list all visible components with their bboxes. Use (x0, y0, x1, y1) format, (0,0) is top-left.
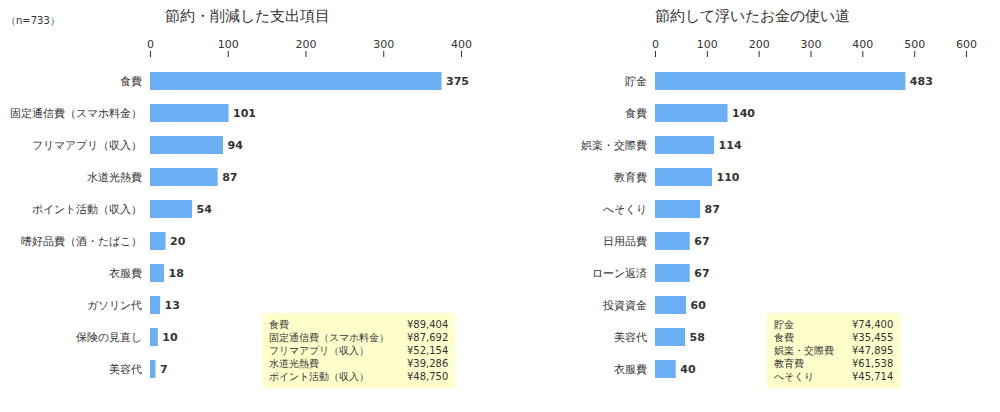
svg-text:200: 200 (296, 38, 317, 51)
svg-text:美容代: 美容代 (614, 331, 647, 344)
svg-text:衣服費: 衣服費 (109, 267, 142, 280)
html-text:¥52,154: ¥52,154 (407, 345, 449, 356)
svg-text:教育費: 教育費 (614, 171, 647, 184)
svg-text:101: 101 (233, 107, 256, 120)
svg-text:13: 13 (165, 299, 180, 312)
svg-text:へそくり: へそくり (603, 203, 647, 216)
svg-text:200: 200 (749, 38, 770, 51)
svg-text:58: 58 (690, 331, 705, 344)
html-text:貯金: 貯金 (774, 319, 794, 330)
svg-text:娯楽・交際費: 娯楽・交際費 (581, 139, 647, 152)
svg-text:投資資金: 投資資金 (602, 299, 647, 312)
html-text:節約・削減した支出項目: 節約・削減した支出項目 (165, 7, 330, 25)
svg-text:300: 300 (801, 38, 822, 51)
svg-text:食費: 食費 (625, 107, 647, 120)
svg-text:94: 94 (228, 139, 244, 152)
html-text:¥47,895: ¥47,895 (852, 345, 894, 356)
svg-text:483: 483 (910, 75, 933, 88)
svg-text:54: 54 (196, 203, 212, 216)
html-text:ポイント活動（収入）: ポイント活動（収入） (269, 371, 369, 382)
html-text:娯楽・交際費: 娯楽・交際費 (774, 345, 834, 356)
svg-text:美容代: 美容代 (109, 363, 142, 376)
svg-text:7: 7 (160, 363, 168, 376)
svg-text:400: 400 (451, 38, 472, 51)
svg-text:ガソリン代: ガソリン代 (87, 299, 142, 312)
html-text:固定通信費（スマホ料金）: 固定通信費（スマホ料金） (269, 332, 389, 343)
svg-text:ローン返済: ローン返済 (592, 267, 647, 280)
html-text:¥48,750: ¥48,750 (407, 371, 449, 382)
html-text:¥45,714: ¥45,714 (852, 371, 894, 382)
svg-text:100: 100 (218, 38, 239, 51)
html-text:（n=733）: （n=733） (6, 15, 60, 26)
svg-text:500: 500 (904, 38, 925, 51)
svg-text:フリマアプリ（収入）: フリマアプリ（収入） (32, 139, 142, 152)
html-text:フリマアプリ（収入）: フリマアプリ（収入） (269, 345, 369, 356)
svg-text:67: 67 (694, 235, 709, 248)
svg-text:40: 40 (680, 363, 696, 376)
svg-text:0: 0 (147, 38, 154, 51)
html-text:¥61,538: ¥61,538 (852, 358, 894, 369)
svg-text:87: 87 (705, 203, 720, 216)
html-text:¥35,455: ¥35,455 (852, 332, 894, 343)
html-text:食費: 食費 (774, 332, 794, 343)
html-text:¥89,404: ¥89,404 (407, 319, 449, 330)
svg-text:貯金: 貯金 (625, 75, 647, 88)
svg-text:0: 0 (652, 38, 659, 51)
html-text:¥87,692: ¥87,692 (407, 332, 449, 343)
svg-text:67: 67 (694, 267, 709, 280)
html-text:水道光熱費: 水道光熱費 (269, 358, 319, 369)
html-text:へそくり: へそくり (774, 371, 814, 382)
svg-text:375: 375 (446, 75, 469, 88)
svg-text:嗜好品費（酒・たばこ）: 嗜好品費（酒・たばこ） (21, 235, 142, 248)
svg-text:水道光熱費: 水道光熱費 (87, 171, 142, 184)
svg-text:ポイント活動（収入）: ポイント活動（収入） (32, 203, 142, 216)
svg-text:600: 600 (956, 38, 977, 51)
svg-text:110: 110 (717, 171, 740, 184)
svg-text:保険の見直し: 保険の見直し (76, 331, 142, 344)
svg-text:10: 10 (162, 331, 178, 344)
svg-text:400: 400 (852, 38, 873, 51)
svg-text:衣服費: 衣服費 (614, 363, 647, 376)
svg-text:60: 60 (691, 299, 707, 312)
svg-text:87: 87 (222, 171, 237, 184)
svg-text:固定通信費（スマホ料金）: 固定通信費（スマホ料金） (10, 107, 142, 120)
svg-text:日用品費: 日用品費 (603, 235, 647, 248)
svg-text:300: 300 (373, 38, 394, 51)
html-text:¥39,286: ¥39,286 (407, 358, 449, 369)
svg-text:114: 114 (719, 139, 742, 152)
html-text:食費: 食費 (269, 319, 289, 330)
svg-text:20: 20 (170, 235, 186, 248)
svg-text:140: 140 (732, 107, 755, 120)
html-text:¥74,400: ¥74,400 (852, 319, 894, 330)
svg-text:100: 100 (697, 38, 718, 51)
svg-text:食費: 食費 (120, 75, 142, 88)
svg-text:18: 18 (168, 267, 183, 280)
html-text:教育費: 教育費 (774, 358, 804, 369)
html-text:節約して浮いたお金の使い道: 節約して浮いたお金の使い道 (655, 7, 850, 25)
